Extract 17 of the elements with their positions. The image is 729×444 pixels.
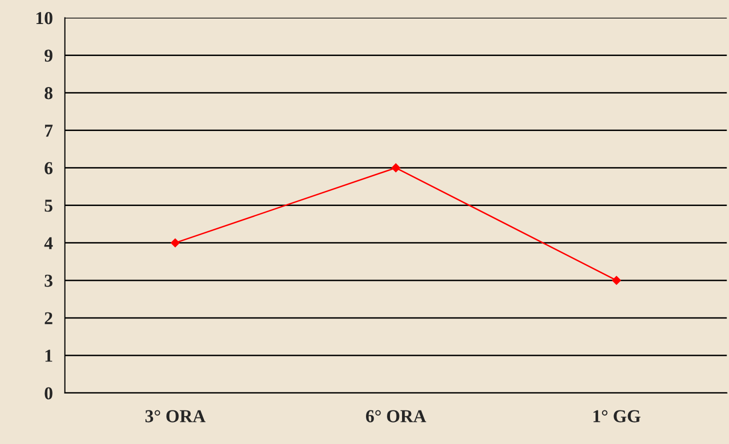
x-tick-label: 6° ORA bbox=[366, 410, 426, 422]
point bbox=[391, 163, 400, 172]
y-tick-label: 5 bbox=[44, 200, 52, 212]
y-tick-label: 10 bbox=[36, 12, 52, 24]
x-tick-label: 1° GG bbox=[594, 410, 640, 422]
y-tick-label: 9 bbox=[44, 50, 52, 62]
point bbox=[170, 238, 180, 248]
x-tick-label: 3° ORA bbox=[145, 410, 206, 422]
y-tick-label: 3 bbox=[44, 274, 52, 287]
point bbox=[612, 276, 621, 285]
y-tick-label: 2 bbox=[44, 312, 52, 324]
y-tick-label: 1 bbox=[45, 350, 52, 362]
y-tick-label: 6 bbox=[44, 162, 53, 174]
y-tick-label: 4 bbox=[44, 237, 53, 250]
y-tick-label: 0 bbox=[44, 387, 52, 400]
y-tick-label: 7 bbox=[45, 124, 53, 137]
y-tick-label: 8 bbox=[44, 87, 52, 100]
